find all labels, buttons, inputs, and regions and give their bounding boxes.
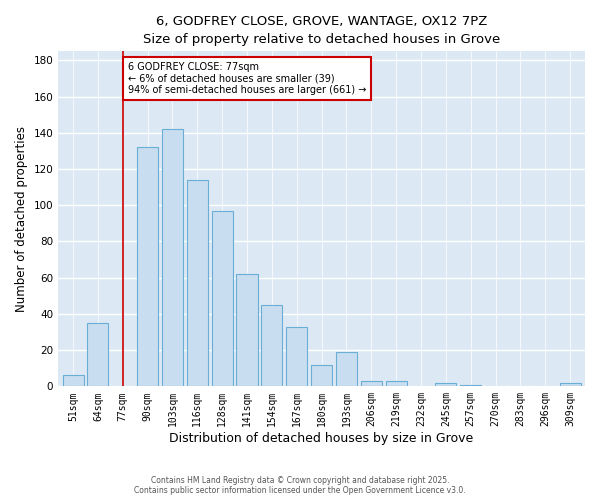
Text: Contains HM Land Registry data © Crown copyright and database right 2025.
Contai: Contains HM Land Registry data © Crown c…	[134, 476, 466, 495]
Bar	[311, 364, 332, 386]
Bar	[262, 305, 283, 386]
Title: 6, GODFREY CLOSE, GROVE, WANTAGE, OX12 7PZ
Size of property relative to detached: 6, GODFREY CLOSE, GROVE, WANTAGE, OX12 7…	[143, 15, 500, 46]
Bar	[361, 381, 382, 386]
Bar	[460, 384, 481, 386]
Bar	[62, 376, 83, 386]
Bar	[286, 326, 307, 386]
Bar	[212, 210, 233, 386]
Bar	[386, 381, 407, 386]
Bar	[187, 180, 208, 386]
Bar	[435, 382, 457, 386]
Bar	[560, 382, 581, 386]
X-axis label: Distribution of detached houses by size in Grove: Distribution of detached houses by size …	[169, 432, 474, 445]
Bar	[137, 148, 158, 386]
Y-axis label: Number of detached properties: Number of detached properties	[15, 126, 28, 312]
Text: 6 GODFREY CLOSE: 77sqm
← 6% of detached houses are smaller (39)
94% of semi-deta: 6 GODFREY CLOSE: 77sqm ← 6% of detached …	[128, 62, 366, 96]
Bar	[162, 129, 183, 386]
Bar	[88, 323, 109, 386]
Bar	[336, 352, 357, 386]
Bar	[236, 274, 257, 386]
